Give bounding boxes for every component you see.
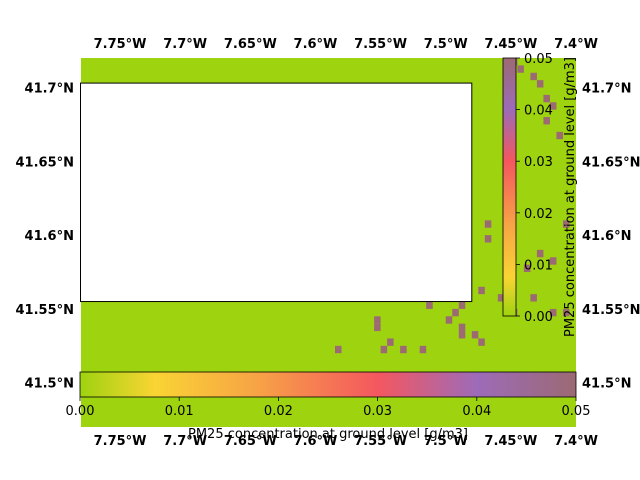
colorbar-v-tick-0: 0.00	[524, 310, 553, 325]
high-cell-26	[374, 316, 381, 324]
high-cell-25	[458, 331, 466, 339]
high-cell-33	[478, 338, 485, 346]
high-cell-35	[530, 294, 537, 302]
high-cell-20	[426, 301, 433, 309]
high-cell-17	[549, 308, 557, 317]
high-cell-3	[536, 80, 544, 88]
lat-tick-right-1: 41.65°N	[582, 155, 640, 170]
colorbar-h-tick-1: 0.01	[165, 404, 194, 419]
lon-tick-bottom-6: 7.45°W	[484, 434, 537, 449]
lat-tick-right-2: 41.6°N	[582, 229, 631, 244]
colorbar-v-tick-1: 0.01	[524, 258, 553, 273]
high-cell-11	[536, 249, 544, 258]
high-cell-19	[458, 301, 466, 309]
high-cell-34	[497, 294, 505, 302]
colorbar-horizontal-gradient	[79, 371, 577, 398]
lat-tick-left-2: 41.6°N	[25, 229, 74, 244]
high-cell-12	[549, 257, 557, 265]
colorbar-v-tick-3: 0.03	[524, 155, 553, 170]
colorbar-h-tick-4: 0.04	[462, 404, 491, 419]
lon-tick-bottom-0: 7.75°W	[94, 434, 147, 449]
longitude-ticks-top: 7.75°W 7.7°W 7.65°W 7.6°W 7.55°W 7.5°W 7.45°W 7…	[94, 37, 598, 52]
lon-tick-top-3: 7.6°W	[294, 37, 338, 52]
lon-tick-top-6: 7.45°W	[484, 37, 537, 52]
high-cell-18	[562, 308, 570, 317]
lat-tick-left-0: 41.7°N	[25, 82, 74, 97]
lon-tick-top-0: 7.75°W	[94, 37, 147, 52]
lon-tick-bottom-3: 7.6°W	[294, 434, 338, 449]
high-cell-7	[556, 131, 563, 140]
lon-tick-top-2: 7.65°W	[224, 37, 277, 52]
high-cell-10	[484, 235, 492, 243]
latitude-ticks-right: 41.7°N 41.65°N 41.6°N 41.55°N 41.5°N	[582, 82, 640, 392]
lon-tick-top-7: 7.4°W	[554, 37, 598, 52]
lon-tick-bottom-7: 7.4°W	[554, 434, 598, 449]
colorbar-h-tick-0: 0.00	[66, 404, 95, 419]
colorbar-vertical-ticks: 0.00 0.01 0.02 0.03 0.04 0.05	[516, 52, 553, 325]
high-cell-32	[419, 345, 427, 354]
high-cell-9	[484, 220, 492, 228]
lat-tick-left-1: 41.65°N	[16, 155, 75, 170]
colorbar-v-tick-4: 0.04	[524, 104, 553, 119]
lat-tick-left-3: 41.55°N	[16, 303, 75, 318]
high-cell-29	[380, 345, 388, 354]
lon-tick-top-5: 7.5°W	[424, 37, 468, 52]
colorbar-vertical-label: PM25 concentration at ground level [g/m3…	[563, 57, 578, 337]
high-cell-14	[523, 264, 531, 273]
high-cell-4	[543, 94, 550, 103]
lat-tick-right-4: 41.5°N	[582, 377, 631, 392]
lon-tick-bottom-5: 7.5°W	[424, 434, 468, 449]
no-data-region	[80, 82, 473, 303]
high-cell-1	[517, 65, 524, 73]
lon-tick-bottom-1: 7.7°W	[163, 434, 207, 449]
colorbar-horizontal-ticks: 0.00 0.01 0.02 0.03 0.04 0.05	[66, 397, 591, 419]
high-cell-2	[530, 72, 537, 81]
high-cell-5	[549, 102, 557, 110]
lon-tick-top-1: 7.7°W	[163, 37, 207, 52]
colorbar-h-tick-2: 0.02	[264, 404, 293, 419]
high-cell-21	[452, 308, 459, 317]
lon-tick-bottom-2: 7.65°W	[224, 434, 277, 449]
colorbar-vertical: 0.00 0.01 0.02 0.03 0.04 0.05 PM25 concentrat…	[502, 52, 578, 337]
colorbar-horizontal-label: PM25 concentration at ground level [g/m3…	[188, 427, 468, 442]
map-panel	[80, 58, 576, 427]
high-cell-31	[400, 345, 407, 354]
latitude-ticks-left: 41.7°N 41.65°N 41.6°N 41.55°N 41.5°N	[16, 82, 75, 392]
high-cell-13	[562, 220, 570, 228]
colorbar-v-tick-5: 0.05	[524, 52, 553, 67]
high-cell-28	[387, 338, 394, 346]
colorbar-h-tick-3: 0.03	[363, 404, 392, 419]
lon-tick-top-4: 7.55°W	[354, 37, 407, 52]
high-cell-23	[458, 323, 466, 332]
high-concentration-cells	[335, 58, 570, 354]
high-cell-27	[374, 323, 381, 332]
lat-tick-left-4: 41.5°N	[25, 377, 74, 392]
colorbar-v-tick-2: 0.02	[524, 207, 553, 222]
high-cell-30	[335, 345, 342, 354]
colorbar-h-tick-5: 0.05	[562, 404, 591, 419]
lat-tick-right-0: 41.7°N	[582, 82, 631, 97]
high-cell-15	[478, 286, 485, 295]
longitude-ticks-bottom: 7.75°W 7.7°W 7.65°W 7.6°W 7.55°W 7.5°W 7.45°W 7…	[94, 434, 598, 449]
lat-tick-right-3: 41.55°N	[582, 303, 640, 318]
high-cell-6	[543, 117, 550, 125]
lon-tick-bottom-4: 7.55°W	[354, 434, 407, 449]
colorbar-vertical-gradient	[502, 57, 517, 317]
high-cell-24	[471, 331, 479, 339]
colorbar-horizontal: 0.00 0.01 0.02 0.03 0.04 0.05 PM25 concentrat…	[66, 371, 591, 442]
high-cell-22	[445, 316, 453, 324]
